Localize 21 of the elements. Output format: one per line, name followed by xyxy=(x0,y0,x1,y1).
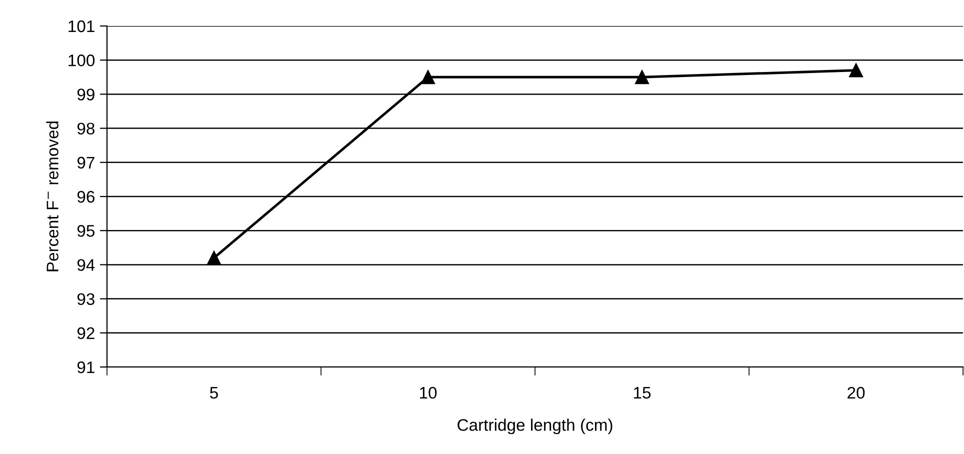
point xyxy=(207,250,221,265)
x-tick-label: 10 xyxy=(420,386,437,399)
point xyxy=(635,70,649,84)
point xyxy=(849,63,863,78)
y-tick-label: 97 xyxy=(77,156,94,169)
x-axis-title: Cartridge length (cm) xyxy=(458,418,612,434)
y-tick-label: 94 xyxy=(77,259,95,271)
x-tick-label: 15 xyxy=(634,387,651,399)
y-tick-label: 98 xyxy=(77,122,94,135)
y-tick-label: 101 xyxy=(68,20,94,32)
y-tick-label: 96 xyxy=(77,190,94,203)
y-axis-title: Percent F$^{−}$ removed xyxy=(46,122,58,272)
y-tick-label: 92 xyxy=(77,327,94,340)
y-tick-label: 95 xyxy=(77,225,94,237)
y-tick-label: 100 xyxy=(68,54,95,66)
y-tick-label: 91 xyxy=(77,361,94,374)
point xyxy=(421,70,435,84)
y-tick-label: 93 xyxy=(77,293,94,306)
x-tick-label: 5 xyxy=(210,387,218,399)
x-tick-label: 20 xyxy=(848,386,865,399)
y-tick-label: 99 xyxy=(77,88,94,100)
